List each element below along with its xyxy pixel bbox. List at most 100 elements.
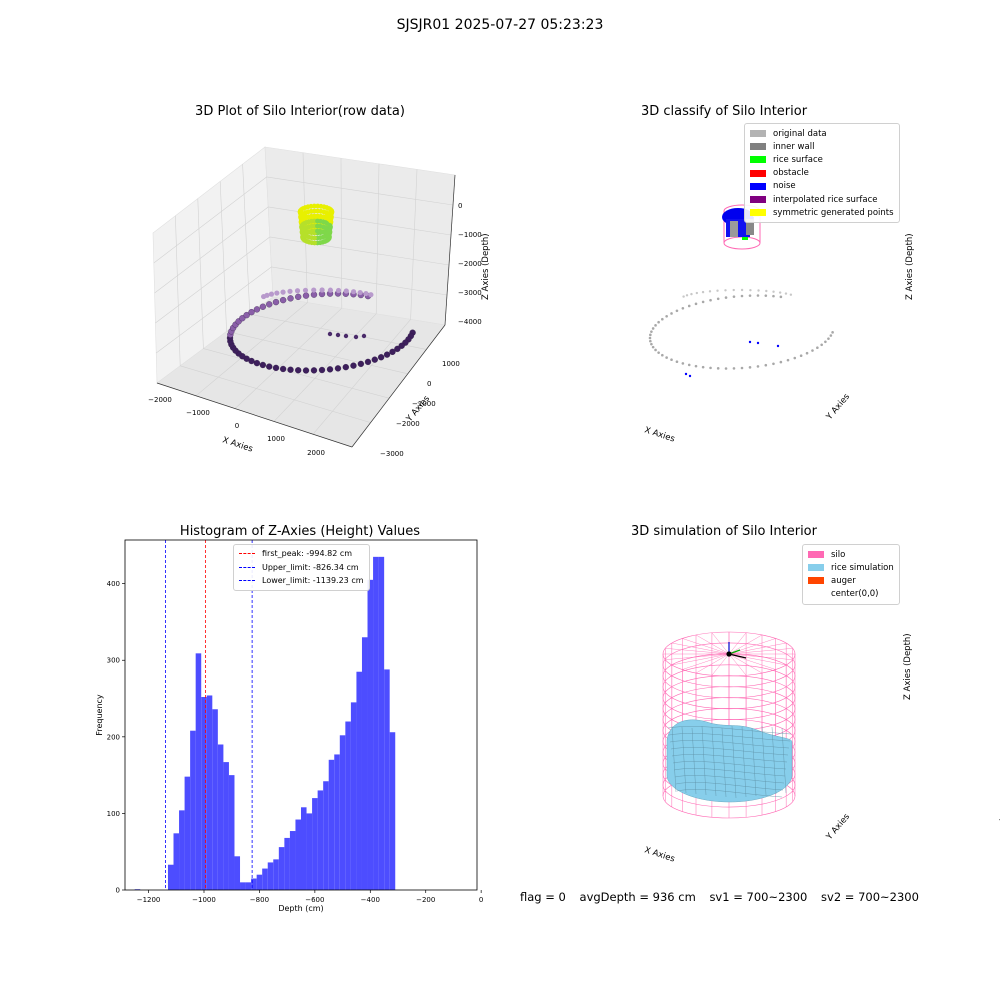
data-point — [695, 291, 699, 295]
grid-line — [234, 307, 343, 409]
data-point — [708, 290, 712, 293]
histogram-bar — [167, 864, 174, 890]
data-point — [319, 287, 325, 293]
legend-label: inner wall — [773, 141, 815, 152]
rice-mesh-line — [741, 726, 747, 798]
silo-roof-line — [682, 653, 730, 670]
data-point — [779, 360, 783, 364]
data-point — [334, 365, 342, 372]
data-point — [264, 292, 270, 298]
panel3-histogram: −1200 −1000 −800 −600 −400 −200 0 0 100 200 300 400… — [95, 539, 483, 913]
histogram-xlabel: Depth (cm) — [278, 904, 323, 913]
histogram-bar — [262, 868, 268, 890]
noise-point — [756, 341, 760, 345]
data-point — [682, 295, 685, 298]
data-point — [811, 349, 814, 352]
silo-roof-line — [695, 653, 730, 674]
histogram-bar — [306, 813, 313, 890]
y-tick-label: 300 — [107, 657, 120, 665]
legend-entry: inner wall — [750, 140, 894, 153]
data-point — [361, 333, 367, 339]
rice-mesh-line — [670, 747, 789, 756]
histogram-bar — [367, 579, 374, 890]
data-point — [772, 362, 775, 366]
data-point — [327, 331, 333, 337]
histogram-bar — [350, 702, 357, 890]
grid-line — [195, 302, 308, 397]
grid-line — [226, 331, 408, 375]
x-tick-label: −400 — [361, 896, 380, 904]
legend-entry: auger — [808, 574, 894, 587]
histogram-bar — [195, 653, 202, 890]
legend-label: silo — [831, 549, 846, 560]
data-point — [350, 362, 357, 369]
data-point — [661, 353, 664, 357]
data-point — [816, 346, 819, 350]
legend-label: noise — [773, 181, 796, 192]
data-point — [829, 334, 833, 337]
rice-mesh-line — [771, 726, 777, 795]
y-tick-label: −1000 — [412, 400, 436, 408]
data-point — [831, 331, 834, 334]
data-point — [239, 315, 246, 322]
data-point — [716, 297, 720, 301]
data-point — [701, 365, 705, 369]
histogram-bar — [179, 810, 185, 890]
panel2-xlabel: X Axies — [643, 425, 676, 444]
data-point — [756, 294, 760, 297]
data-point — [724, 289, 727, 292]
data-point — [661, 317, 664, 321]
x-tick-label: −600 — [998, 816, 1000, 824]
panel4-ylabel: Y Axies — [824, 812, 852, 843]
legend-label: interpolated rice surface — [773, 194, 878, 205]
data-point — [772, 290, 775, 293]
histogram-bar — [273, 859, 279, 890]
data-point — [279, 296, 287, 304]
legend-entry: silo — [808, 548, 894, 561]
x-tick-label: −2000 — [148, 396, 172, 404]
panel1-zlabel: Z Axies (Depth) — [481, 233, 491, 300]
auger-axis — [728, 653, 747, 659]
histogram-legend: first_peak: -994.82 cm Upper_limit: -826.… — [233, 544, 370, 591]
y-tick-label: −2000 — [396, 420, 420, 428]
noise-point — [684, 372, 688, 376]
grid-line — [153, 176, 454, 264]
data-point — [827, 337, 830, 340]
data-point — [687, 363, 691, 367]
legend-label: original data — [773, 128, 827, 139]
grid-line — [197, 198, 204, 349]
legend-label: rice simulation — [831, 562, 894, 573]
center-marker — [726, 651, 732, 657]
figure-title: SJSJR01 2025-07-27 05:23:23 — [396, 17, 604, 33]
data-point — [294, 288, 301, 294]
legend-swatch — [750, 156, 766, 164]
data-point — [302, 287, 309, 293]
histogram-bar — [190, 730, 196, 890]
noise-point — [776, 344, 780, 348]
data-point — [756, 365, 760, 368]
data-point — [654, 324, 657, 327]
rice-mesh-line — [667, 726, 792, 735]
rice-mesh-line — [731, 725, 737, 799]
data-point — [748, 294, 752, 297]
grid-line — [180, 365, 371, 423]
z-tick-label: −2000 — [458, 260, 482, 268]
data-point — [266, 301, 273, 308]
histogram-bar — [245, 882, 252, 890]
histogram-bar — [312, 798, 318, 890]
legend-swatch — [750, 209, 766, 217]
panel4-3d-simulation: −600−400−20002004006006004002000−200−400… — [643, 631, 1000, 865]
y-axis-line — [351, 324, 446, 448]
data-point — [732, 295, 736, 298]
data-point — [764, 294, 768, 297]
data-point — [327, 287, 334, 293]
legend-label: obstacle — [773, 168, 809, 179]
histogram-bar — [339, 735, 346, 890]
data-point — [805, 351, 809, 355]
histogram-bar — [251, 878, 257, 890]
z-tick-label: −4000 — [458, 318, 482, 326]
data-point — [716, 289, 719, 292]
data-point — [394, 345, 401, 353]
data-point — [665, 356, 668, 359]
data-point — [786, 358, 790, 362]
